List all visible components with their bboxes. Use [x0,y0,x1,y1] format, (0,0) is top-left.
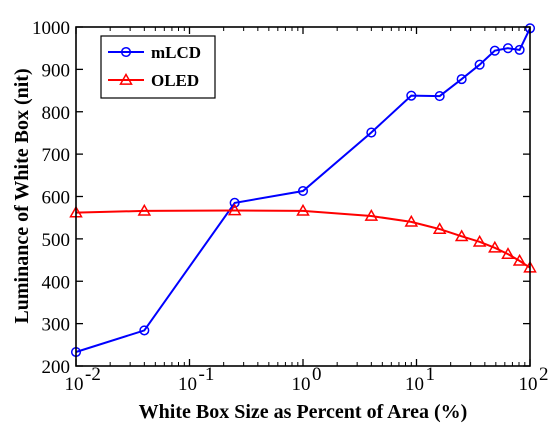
data-point-mlcd [229,197,240,208]
legend: mLCD OLED [100,35,216,99]
x-tick-labels: 10 -2 10 -1 10 0 10 1 10 2 [65,364,549,395]
x-tick-label-exponent: 1 [426,364,436,385]
data-point-mlcd [489,45,500,56]
y-tick-labels: 200 300 400 500 600 700 800 900 1000 [32,18,70,378]
y-tick-label: 700 [42,145,71,166]
x-tick-label: 10 [519,374,538,395]
y-tick-label: 300 [42,315,71,336]
x-tick-label: 10 [292,374,311,395]
data-point-mlcd [139,325,150,336]
data-point-oled [404,214,419,227]
legend-box [100,35,216,99]
x-axis-label: White Box Size as Percent of Area (%) [139,401,468,423]
x-tick-label-exponent: 0 [312,364,322,385]
x-tick-label-exponent: 2 [539,364,549,385]
y-tick-label: 400 [42,272,71,293]
y-tick-label: 600 [42,188,71,209]
x-tick-label-exponent: -2 [85,364,101,385]
legend-marker-mlcd [120,46,132,58]
x-tick-label: 10 [65,374,84,395]
legend-label-mlcd: mLCD [151,43,201,62]
legend-marker-oled [119,72,133,85]
y-axis-label: Luminance of White Box (nit) [11,68,33,323]
legend-label-oled: OLED [151,71,199,90]
data-point-oled [296,203,310,216]
y-tick-label: 500 [42,230,71,251]
x-tick-label: 10 [178,374,197,395]
axis-ticks [75,26,531,367]
data-point-mlcd [366,127,377,138]
y-tick-label: 200 [42,357,71,378]
data-point-oled [501,247,515,260]
data-point-mlcd [514,44,525,55]
data-point-mlcd [474,59,485,70]
x-tick-label-exponent: -1 [199,364,215,385]
data-point-mlcd [502,43,514,54]
data-point-oled [364,208,379,221]
data-point-oled [454,229,469,242]
data-point-mlcd [456,74,467,85]
data-point-oled [472,234,487,247]
data-point-oled [137,203,152,216]
data-point-mlcd [406,90,417,101]
data-point-oled [488,240,502,253]
data-point-oled [512,253,527,266]
y-tick-label: 900 [42,60,71,81]
data-point-oled [227,203,242,216]
plot-lines [75,27,531,353]
series-line-mlcd [75,27,531,353]
data-point-mlcd [434,91,445,102]
data-point-mlcd [297,185,309,197]
series-line-oled [75,209,531,269]
x-tick-label: 10 [405,374,424,395]
y-tick-label: 800 [42,103,71,124]
data-point-oled [432,222,447,235]
y-tick-label: 1000 [32,18,70,39]
